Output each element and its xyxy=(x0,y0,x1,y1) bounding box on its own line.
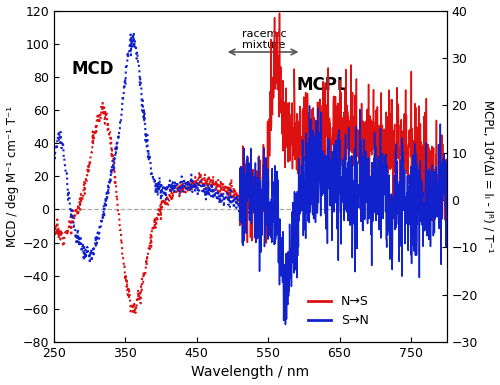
Text: MCD: MCD xyxy=(72,60,114,77)
Text: racemic
mixture: racemic mixture xyxy=(242,29,286,50)
Y-axis label: MCD / deg M⁻¹ cm⁻¹ T⁻¹: MCD / deg M⁻¹ cm⁻¹ T⁻¹ xyxy=(6,106,18,247)
Text: MCPL: MCPL xyxy=(296,76,348,94)
Y-axis label: MCPL, 10⁴(ΔI = Iₗ - Iᴿ) / T⁻¹: MCPL, 10⁴(ΔI = Iₗ - Iᴿ) / T⁻¹ xyxy=(482,100,494,253)
X-axis label: Wavelength / nm: Wavelength / nm xyxy=(192,365,310,380)
Legend: N→S, S→N: N→S, S→N xyxy=(303,290,374,333)
